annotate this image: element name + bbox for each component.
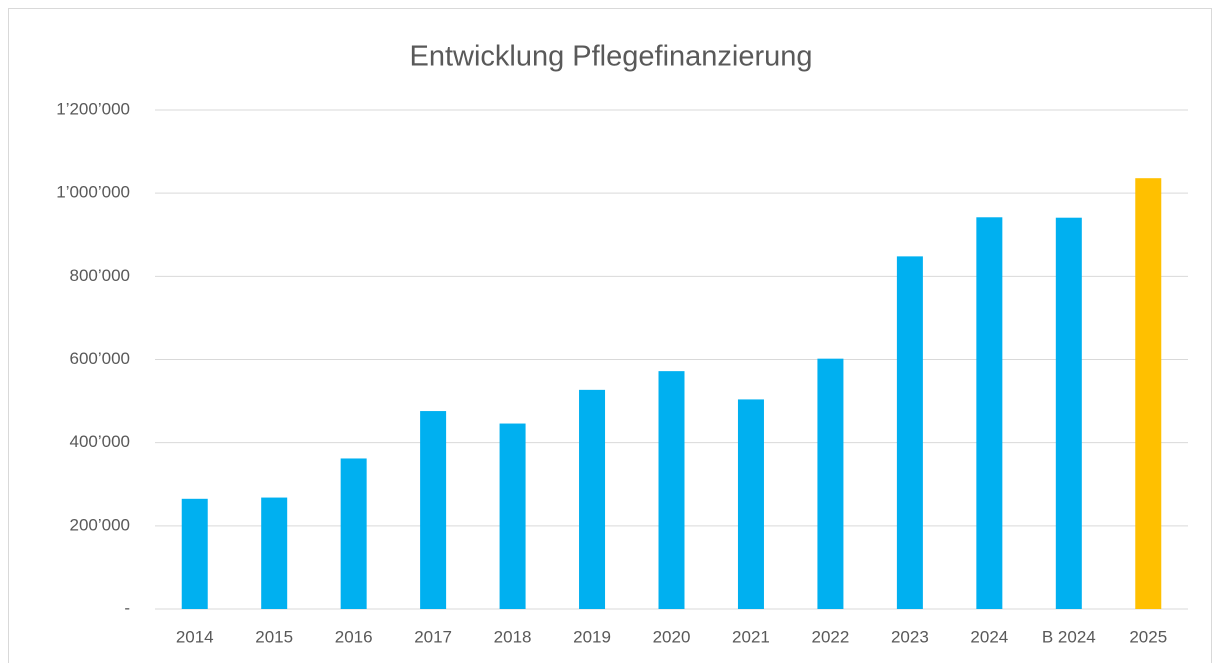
x-tick-label: 2019 bbox=[573, 627, 611, 646]
x-tick-label: B 2024 bbox=[1042, 627, 1096, 646]
x-tick-label: 2018 bbox=[494, 627, 532, 646]
bar bbox=[261, 497, 288, 609]
bar bbox=[976, 217, 1003, 609]
bar bbox=[1135, 178, 1162, 610]
x-tick-label: 2025 bbox=[1129, 627, 1167, 646]
x-tick-label: 2016 bbox=[335, 627, 373, 646]
y-tick-label: 400’000 bbox=[69, 432, 130, 451]
bar bbox=[181, 498, 208, 609]
bar bbox=[658, 371, 685, 609]
y-tick-label: 1’200’000 bbox=[56, 99, 130, 118]
x-tick-label: 2020 bbox=[653, 627, 691, 646]
bar bbox=[817, 358, 844, 609]
x-tick-label: 2023 bbox=[891, 627, 929, 646]
bar bbox=[579, 389, 606, 609]
bar bbox=[1055, 217, 1082, 609]
x-tick-label: 2014 bbox=[176, 627, 214, 646]
y-tick-label: - bbox=[124, 598, 130, 617]
x-tick-label: 2017 bbox=[414, 627, 452, 646]
y-tick-label: 1’000’000 bbox=[56, 183, 130, 202]
y-tick-label: 600’000 bbox=[69, 349, 130, 368]
x-tick-label: 2015 bbox=[255, 627, 293, 646]
y-tick-label: 200’000 bbox=[69, 515, 130, 534]
bar bbox=[896, 256, 923, 609]
chart-title: Entwicklung Pflegefinanzierung bbox=[409, 41, 812, 73]
bar bbox=[499, 423, 526, 609]
bar bbox=[737, 399, 764, 609]
bar bbox=[420, 411, 447, 609]
chart-frame bbox=[8, 8, 1212, 663]
x-tick-label: 2024 bbox=[970, 627, 1008, 646]
bar bbox=[340, 458, 367, 609]
x-tick-label: 2021 bbox=[732, 627, 770, 646]
x-tick-label: 2022 bbox=[812, 627, 850, 646]
y-tick-label: 800’000 bbox=[69, 266, 130, 285]
